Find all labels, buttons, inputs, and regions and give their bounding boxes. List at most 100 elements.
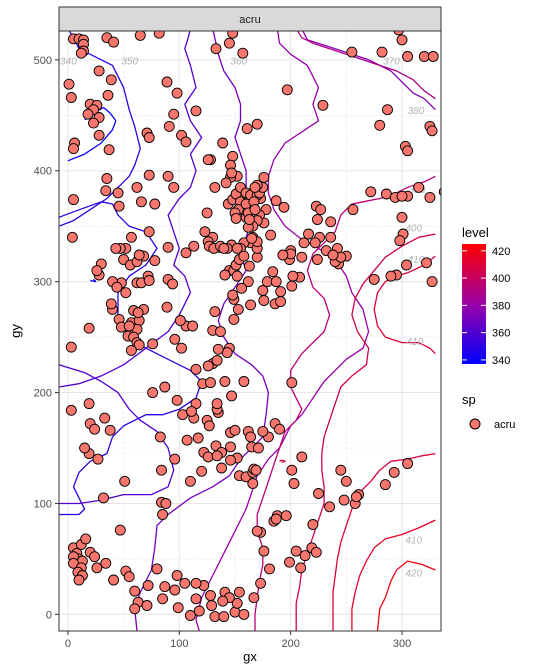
data-point bbox=[180, 247, 192, 259]
data-point bbox=[65, 404, 77, 416]
data-point bbox=[93, 65, 105, 77]
data-point bbox=[163, 120, 175, 132]
data-point bbox=[100, 557, 112, 569]
data-point bbox=[274, 423, 285, 435]
data-point bbox=[249, 181, 261, 193]
data-point bbox=[120, 287, 132, 299]
data-point bbox=[230, 212, 242, 224]
data-point bbox=[73, 574, 85, 586]
data-point bbox=[151, 563, 163, 575]
contour-label: 400 bbox=[405, 224, 422, 235]
legend-sp-key-acru bbox=[469, 418, 481, 430]
data-point bbox=[258, 545, 270, 557]
contour-label: 420 bbox=[405, 569, 422, 580]
data-point bbox=[248, 592, 260, 604]
data-point bbox=[227, 289, 239, 301]
data-point bbox=[424, 191, 436, 203]
data-point bbox=[315, 204, 327, 216]
data-point bbox=[427, 51, 439, 62]
y-tick-label: 0 bbox=[46, 609, 52, 621]
contour-label: 410 bbox=[406, 337, 423, 348]
data-point bbox=[202, 360, 214, 372]
data-point bbox=[125, 231, 137, 243]
data-point bbox=[309, 237, 321, 249]
data-point bbox=[212, 343, 224, 355]
data-point bbox=[401, 259, 412, 271]
data-point bbox=[325, 231, 337, 243]
data-point bbox=[374, 119, 386, 131]
y-tick-label: 400 bbox=[34, 166, 52, 178]
data-point bbox=[99, 412, 111, 424]
data-point bbox=[210, 43, 222, 55]
data-point bbox=[299, 550, 311, 562]
data-point bbox=[88, 117, 99, 129]
data-point bbox=[68, 143, 79, 155]
data-point bbox=[129, 603, 141, 615]
data-point bbox=[102, 89, 114, 101]
data-point bbox=[317, 99, 329, 111]
data-point bbox=[66, 231, 78, 243]
data-point bbox=[327, 249, 339, 261]
data-point bbox=[142, 580, 154, 591]
data-point bbox=[225, 454, 236, 466]
legend-level-title: level bbox=[462, 225, 489, 240]
data-point bbox=[278, 201, 290, 213]
data-point bbox=[275, 286, 287, 298]
data-point bbox=[143, 275, 155, 286]
data-point bbox=[220, 177, 232, 189]
data-point bbox=[280, 510, 292, 522]
data-point bbox=[219, 269, 231, 281]
data-point bbox=[205, 590, 216, 601]
data-point bbox=[286, 377, 298, 389]
data-point bbox=[199, 226, 211, 238]
data-point bbox=[421, 257, 432, 269]
data-point bbox=[243, 260, 255, 272]
data-point bbox=[277, 249, 289, 261]
data-point bbox=[394, 235, 406, 247]
data-point bbox=[286, 280, 298, 292]
data-point bbox=[257, 285, 269, 296]
contour-line bbox=[195, 31, 370, 631]
data-point bbox=[226, 167, 238, 179]
data-point bbox=[209, 181, 221, 193]
data-point bbox=[388, 466, 400, 478]
data-point bbox=[243, 214, 255, 225]
contour-line bbox=[332, 452, 436, 631]
data-point bbox=[252, 442, 264, 454]
data-point bbox=[217, 595, 229, 607]
data-point bbox=[186, 405, 197, 417]
legend-level-label: 340 bbox=[492, 355, 510, 367]
legend-level-label: 420 bbox=[492, 246, 510, 258]
contour-line bbox=[351, 519, 436, 631]
data-point bbox=[335, 464, 347, 476]
data-point bbox=[161, 76, 173, 88]
data-point bbox=[171, 394, 183, 406]
x-tick-label: 200 bbox=[281, 638, 299, 650]
data-point bbox=[181, 434, 193, 446]
contour-label: 360 bbox=[231, 56, 248, 67]
data-point bbox=[426, 125, 438, 137]
data-point bbox=[89, 551, 101, 563]
data-point bbox=[171, 87, 183, 99]
data-point bbox=[275, 296, 287, 308]
data-point bbox=[217, 137, 229, 149]
data-point bbox=[80, 533, 92, 545]
data-point bbox=[98, 492, 109, 504]
legend-sp-label-acru: acru bbox=[494, 419, 515, 431]
data-point bbox=[149, 198, 161, 210]
data-point bbox=[202, 451, 214, 463]
data-point bbox=[247, 478, 259, 489]
data-point bbox=[270, 276, 282, 288]
data-point bbox=[347, 204, 359, 216]
data-point bbox=[157, 509, 169, 520]
data-point bbox=[396, 190, 408, 202]
data-point bbox=[143, 226, 155, 238]
data-point bbox=[179, 577, 191, 589]
data-point bbox=[228, 313, 240, 325]
data-point bbox=[295, 562, 307, 574]
data-point bbox=[385, 270, 397, 282]
data-point bbox=[338, 494, 350, 506]
data-point bbox=[229, 424, 241, 436]
data-point bbox=[168, 181, 180, 193]
data-point bbox=[206, 600, 218, 611]
